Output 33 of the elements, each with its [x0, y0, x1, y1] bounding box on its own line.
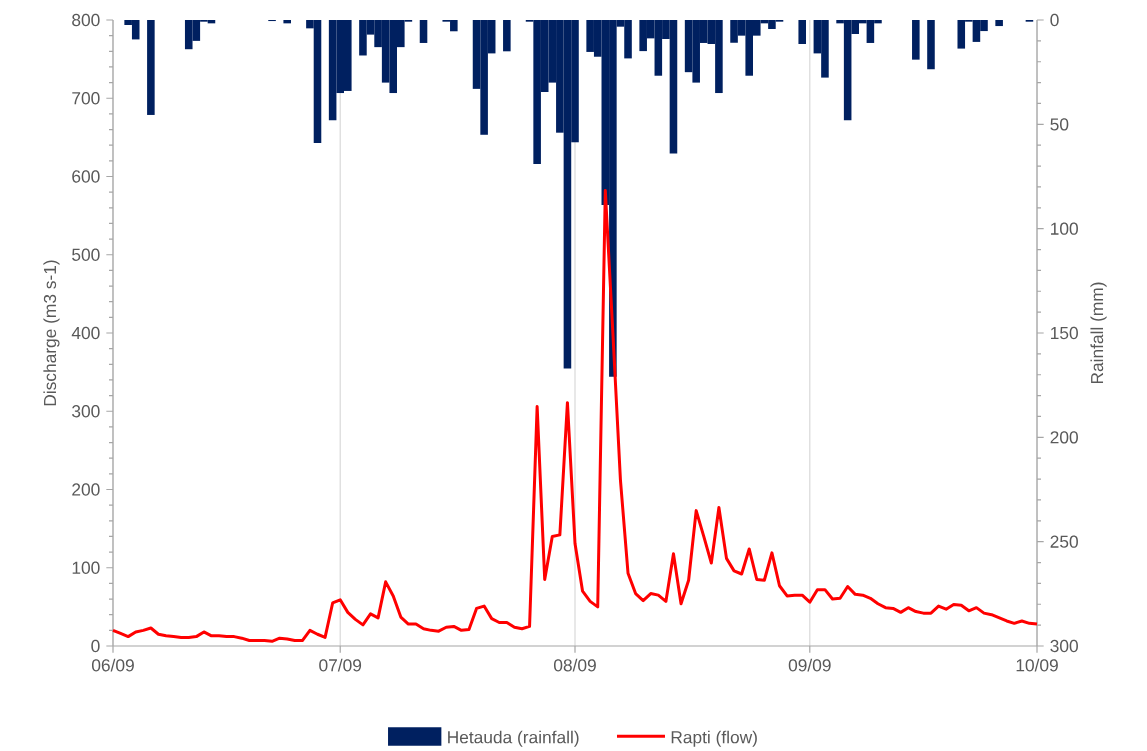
y-tick-label: 400: [71, 326, 100, 340]
bar: [283, 20, 291, 24]
bar: [927, 20, 935, 70]
y-axis-title: Discharge (m3 s-1): [43, 260, 60, 406]
x-tick-label: 06/09: [91, 658, 134, 672]
y2-tick-label: 50: [1050, 118, 1069, 131]
y-tick-label: 100: [72, 561, 100, 574]
bar: [503, 20, 511, 52]
y2-tick-label: 300: [1050, 639, 1078, 653]
y-tick-label: 600: [72, 170, 100, 183]
y2-tick-label: 250: [1050, 535, 1078, 548]
bar: [798, 20, 807, 45]
y-tick-label: 800: [72, 13, 100, 27]
bar: [995, 20, 1003, 27]
y2-tick-label: 100: [1051, 222, 1078, 235]
y2-tick-label: 0: [1050, 13, 1059, 27]
y-tick-label: 300: [72, 405, 100, 418]
legend-label: Hetauda (rainfall): [448, 730, 579, 747]
y-tick-label: 500: [72, 248, 100, 261]
x-tick-label: 09/09: [788, 658, 831, 672]
bar: [419, 20, 428, 43]
x-tick-label: 10/09: [1016, 658, 1058, 672]
y-tick-label: 200: [72, 483, 100, 496]
bar: [912, 20, 920, 60]
y2-tick-label: 200: [1050, 431, 1078, 444]
x-tick-label: 07/09: [319, 658, 362, 672]
y-tick-label: 0: [91, 639, 100, 653]
bar: [147, 20, 155, 115]
y-tick-label: 700: [72, 92, 100, 105]
x-tick-label: 08/09: [553, 658, 596, 672]
y2-axis-title: Rainfall (mm): [1090, 282, 1107, 384]
y2-tick-label: 150: [1051, 326, 1078, 340]
legend-label: Rapti (flow): [671, 730, 757, 747]
